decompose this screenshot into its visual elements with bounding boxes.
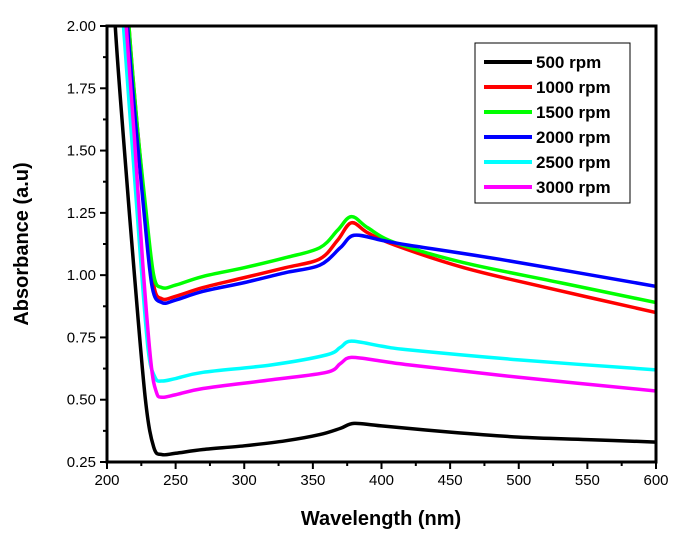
legend: 500 rpm 1000 rpm 1500 rpm 2000 rpm 2500 rpm 3… <box>474 42 631 204</box>
x-tick-label: 300 <box>232 472 257 489</box>
legend-label: 500 rpm <box>536 53 601 72</box>
x-tick-label: 250 <box>163 472 188 489</box>
x-tick-label: 400 <box>369 472 394 489</box>
series-line-2500-rpm <box>121 26 656 383</box>
legend-label: 1000 rpm <box>536 78 611 97</box>
x-tick-label: 350 <box>300 472 325 489</box>
legend-label: 2500 rpm <box>536 153 611 172</box>
y-axis-title: Absorbance (a.u) <box>11 162 33 325</box>
legend-label: 2000 rpm <box>536 128 611 147</box>
x-tick-label: 200 <box>94 472 119 489</box>
x-tick-label: 450 <box>438 472 463 489</box>
legend-label: 1500 rpm <box>536 103 611 122</box>
y-tick-label: 1.00 <box>67 267 96 284</box>
x-axis-title: Wavelength (nm) <box>301 508 461 530</box>
legend-box <box>474 42 631 204</box>
x-tick-label: 550 <box>575 472 600 489</box>
y-tick-label: 1.75 <box>67 80 96 97</box>
series-line-2000-rpm <box>125 26 656 306</box>
y-tick-label: 2.00 <box>67 18 96 35</box>
y-tick-label: 0.50 <box>67 392 96 409</box>
y-tick-label: 0.25 <box>67 454 96 471</box>
y-tick-label: 1.25 <box>67 205 96 222</box>
legend-label: 3000 rpm <box>536 178 611 197</box>
series-layer <box>113 26 656 457</box>
y-tick-label: 1.50 <box>67 143 96 160</box>
y-axis: 0.25 0.50 0.75 1.00 1.25 1.50 1.75 2.00 <box>67 18 107 471</box>
y-tick-label: 0.75 <box>67 329 96 346</box>
series-line-3000-rpm <box>124 26 656 400</box>
x-axis: 200 250 300 350 400 450 500 550 600 <box>94 462 669 489</box>
series-line-500-rpm <box>113 26 656 457</box>
x-tick-label: 600 <box>643 472 668 489</box>
x-tick-label: 500 <box>506 472 531 489</box>
